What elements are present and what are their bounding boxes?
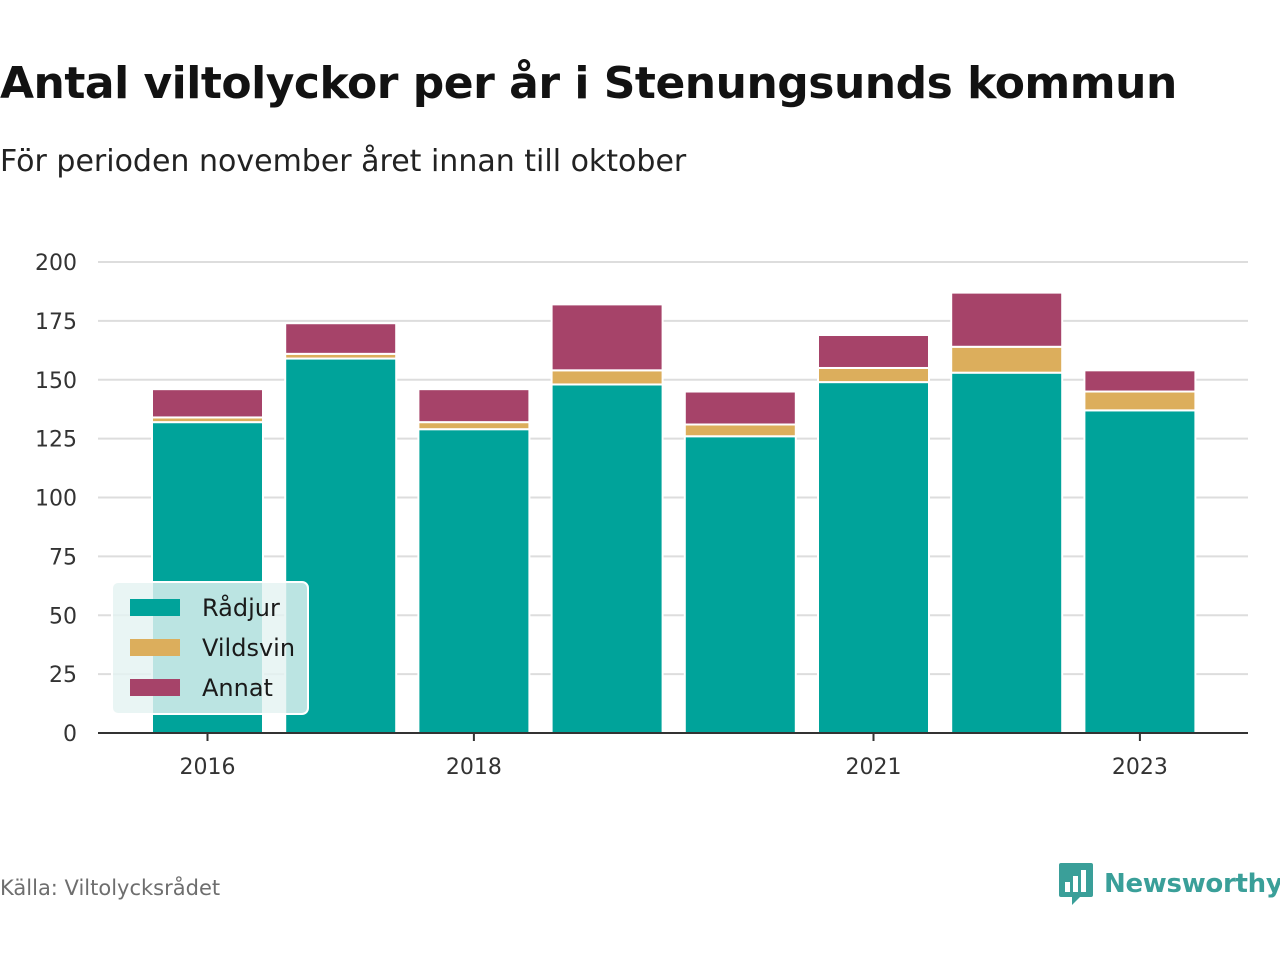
source-note: Källa: Viltolycksrådet — [0, 876, 221, 900]
y-tick-label: 200 — [35, 251, 77, 276]
brand-name: Newsworthy — [1104, 869, 1280, 899]
bar-segment — [950, 291, 1064, 348]
y-tick-label: 150 — [35, 369, 77, 394]
y-axis-ticks: 0 25 50 75 100 125 150 175 200 — [35, 251, 77, 747]
bar-segment — [151, 388, 264, 419]
bar-stack-2019 — [550, 303, 664, 734]
bar-segment — [683, 435, 797, 734]
bar-segment — [817, 381, 930, 734]
legend-swatch — [130, 679, 180, 696]
x-tick-label: 2016 — [180, 755, 236, 780]
bar-stack-2021 — [817, 334, 930, 734]
y-tick-label: 0 — [63, 722, 77, 747]
y-tick-label: 175 — [35, 310, 77, 335]
chart-title: Antal viltolyckor per år i Stenungsunds … — [0, 58, 1177, 109]
newsworthy-logo-icon — [1059, 863, 1093, 905]
bars — [151, 291, 1197, 734]
legend-label: Rådjur — [202, 593, 280, 622]
y-tick-label: 75 — [49, 545, 77, 570]
bar-segment — [550, 303, 664, 372]
bar-stack-2018 — [417, 388, 531, 734]
x-axis-ticks: 2016 2018 2021 2023 — [180, 733, 1168, 780]
legend-label: Vildsvin — [202, 634, 295, 662]
bar-segment — [950, 371, 1064, 734]
x-tick-label: 2018 — [446, 755, 502, 780]
bar-segment — [817, 334, 930, 369]
bar-segment — [284, 322, 398, 355]
bar-segment — [683, 423, 797, 438]
bar-segment — [417, 428, 531, 734]
y-tick-label: 100 — [35, 487, 77, 512]
legend-swatch — [130, 599, 180, 616]
y-tick-label: 125 — [35, 428, 77, 453]
x-tick-label: 2021 — [846, 755, 902, 780]
brand-logo: Newsworthy — [1058, 862, 1280, 906]
chart-subtitle: För perioden november året innan till ok… — [0, 144, 687, 179]
bar-stack-2022 — [950, 291, 1064, 734]
legend-label: Annat — [202, 674, 273, 702]
bar-segment — [1083, 369, 1197, 393]
y-tick-label: 25 — [49, 663, 77, 688]
bar-segment — [817, 366, 930, 384]
x-tick-label: 2023 — [1112, 755, 1168, 780]
bar-segment — [550, 383, 664, 734]
bar-segment — [1083, 390, 1197, 412]
y-tick-label: 50 — [49, 604, 77, 629]
bar-segment — [683, 390, 797, 426]
bar-segment — [550, 369, 664, 386]
legend-swatch — [130, 639, 180, 656]
bar-segment — [417, 388, 531, 424]
bar-stack-2020 — [683, 390, 797, 734]
bar-segment — [1083, 409, 1197, 734]
bar-segment — [417, 421, 531, 431]
bar-segment — [950, 345, 1064, 374]
bar-stack-2023 — [1083, 369, 1197, 734]
legend: Rådjur Vildsvin Annat — [111, 581, 309, 715]
